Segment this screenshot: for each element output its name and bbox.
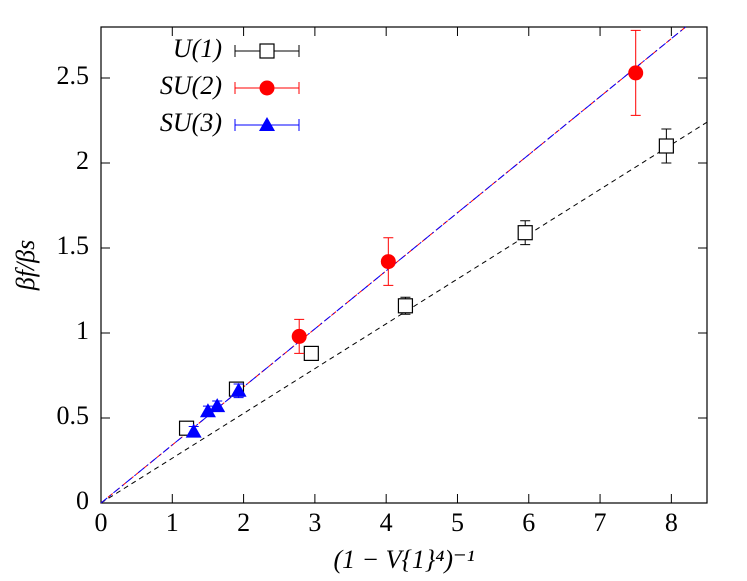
legend-marker: [259, 80, 275, 96]
legend-label: U(1): [173, 34, 222, 63]
data-point: [658, 138, 674, 154]
x-tick-label: 1: [166, 508, 179, 537]
legend-label: SU(2): [160, 71, 222, 100]
data-point: [230, 382, 247, 397]
y-tick-label: 0: [76, 486, 89, 515]
x-tick-label: 5: [451, 508, 464, 537]
data-point: [517, 225, 533, 241]
data-point: [397, 298, 414, 314]
data-point: [199, 403, 216, 418]
data-point: [185, 423, 202, 438]
y-tick-label: 2.5: [57, 61, 90, 90]
data-point: [209, 398, 226, 413]
fit-line: [100, 121, 708, 504]
y-tick-label: 0.5: [57, 401, 90, 430]
x-axis-label: (1 − V{1}⁴)⁻¹: [333, 545, 474, 574]
y-axis-label: βf/βs: [11, 240, 40, 291]
x-tick-label: 2: [237, 508, 250, 537]
data-point: [303, 345, 319, 361]
x-tick-label: 4: [380, 508, 393, 537]
data-point: [291, 328, 307, 344]
x-tick-label: 0: [95, 508, 108, 537]
legend-marker: [259, 43, 275, 59]
data-point: [380, 254, 396, 270]
legend-marker: [259, 117, 275, 131]
fit-line: [100, 26, 686, 504]
x-tick-label: 3: [308, 508, 321, 537]
y-tick-label: 1: [76, 316, 89, 345]
x-tick-label: 7: [594, 508, 607, 537]
y-tick-label: 2: [76, 146, 89, 175]
data-point: [628, 65, 644, 81]
x-tick-label: 8: [665, 508, 678, 537]
legend-label: SU(3): [160, 108, 222, 137]
y-tick-label: 1.5: [57, 231, 90, 260]
plot-frame: [100, 26, 708, 504]
x-tick-label: 6: [522, 508, 535, 537]
